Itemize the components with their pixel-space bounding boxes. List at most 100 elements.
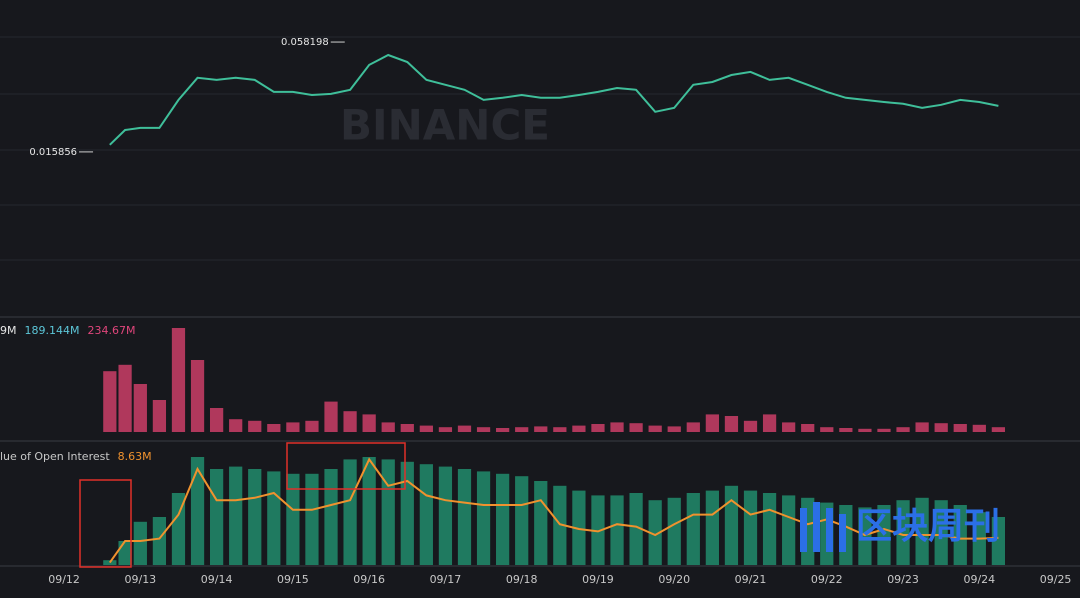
bar — [972, 424, 986, 432]
bar — [934, 423, 948, 432]
bar — [476, 427, 491, 432]
bar — [476, 471, 491, 565]
bar — [934, 500, 948, 565]
bar — [324, 401, 338, 432]
bar — [629, 423, 643, 432]
bar — [686, 493, 700, 565]
bar — [915, 422, 929, 432]
x-tick-label: 09/16 — [353, 573, 385, 586]
bar — [877, 428, 891, 432]
bar — [457, 469, 472, 565]
bar — [190, 360, 205, 432]
bar — [400, 461, 414, 565]
bar — [496, 428, 510, 432]
bar — [286, 473, 300, 565]
bar — [438, 427, 453, 432]
x-tick-label: 09/23 — [887, 573, 919, 586]
x-tick-label: 09/18 — [506, 573, 538, 586]
bar — [419, 425, 433, 432]
bar — [171, 493, 186, 565]
bar — [362, 414, 376, 432]
bar — [248, 469, 262, 565]
legend-label: 234.67M — [87, 324, 135, 337]
bar — [171, 328, 186, 432]
bar — [286, 422, 300, 432]
bar — [553, 427, 567, 432]
bar — [858, 507, 872, 565]
bar — [743, 490, 758, 565]
bar — [572, 490, 586, 565]
bar — [553, 485, 567, 565]
bar — [648, 425, 662, 432]
x-tick-label: 09/25 — [1040, 573, 1072, 586]
bar — [629, 493, 643, 565]
bar — [705, 414, 719, 432]
x-tick-label: 09/12 — [48, 573, 80, 586]
annotation-label: 0.058198 — [281, 37, 329, 48]
x-tick-label: 09/17 — [430, 573, 462, 586]
bar — [118, 541, 132, 565]
x-tick-label: 09/20 — [658, 573, 690, 586]
x-tick-label: 09/19 — [582, 573, 614, 586]
x-tick-label: 09/13 — [124, 573, 156, 586]
bar — [381, 459, 395, 565]
bar — [953, 424, 967, 432]
bar — [515, 427, 529, 432]
bar — [858, 428, 872, 432]
bar — [534, 426, 548, 432]
bar — [591, 495, 605, 565]
watermark: BINANCE — [340, 101, 550, 150]
legend-label: 189.144M — [25, 324, 80, 337]
bar — [667, 497, 681, 565]
bar — [801, 424, 815, 432]
bar — [267, 424, 281, 432]
legend-label: 9M — [0, 324, 17, 337]
bar — [762, 493, 777, 565]
annotation-label: 0.015856 — [29, 147, 77, 158]
bar — [534, 481, 548, 565]
bar — [190, 457, 205, 565]
highlight-box — [79, 479, 132, 568]
logo: 区块周刊 — [800, 502, 1000, 552]
bar — [457, 425, 472, 432]
grid — [0, 36, 1080, 261]
bar — [103, 371, 117, 432]
bar — [209, 469, 224, 565]
bar — [152, 400, 167, 432]
logo-bar — [839, 514, 846, 552]
bar — [343, 459, 357, 565]
legend-label: lue of Open Interest — [0, 450, 110, 463]
logo-bar — [826, 508, 833, 552]
bar — [305, 420, 319, 432]
bar — [705, 490, 719, 565]
bar — [496, 473, 510, 565]
logo-bar — [800, 508, 807, 552]
line — [109, 53, 999, 146]
bar — [209, 408, 224, 432]
bar — [743, 420, 758, 432]
bar — [152, 517, 167, 565]
bar — [324, 469, 338, 565]
bar — [118, 364, 132, 432]
bar — [248, 420, 262, 432]
bar — [915, 497, 929, 565]
bar — [381, 422, 395, 432]
logo-text: 区块周刊 — [856, 506, 1000, 547]
bar — [991, 427, 1006, 432]
bar — [400, 424, 414, 432]
bar — [438, 466, 453, 565]
bar — [133, 521, 147, 565]
x-tick-label: 09/22 — [811, 573, 843, 586]
bar — [591, 424, 605, 432]
x-tick-label: 09/21 — [735, 573, 767, 586]
bar — [782, 495, 796, 565]
logo-bar — [813, 502, 820, 552]
bar — [572, 425, 586, 432]
bar — [724, 416, 739, 432]
bar — [362, 457, 376, 565]
bar — [515, 476, 529, 565]
bar — [419, 464, 433, 565]
x-tick-label: 09/15 — [277, 573, 309, 586]
